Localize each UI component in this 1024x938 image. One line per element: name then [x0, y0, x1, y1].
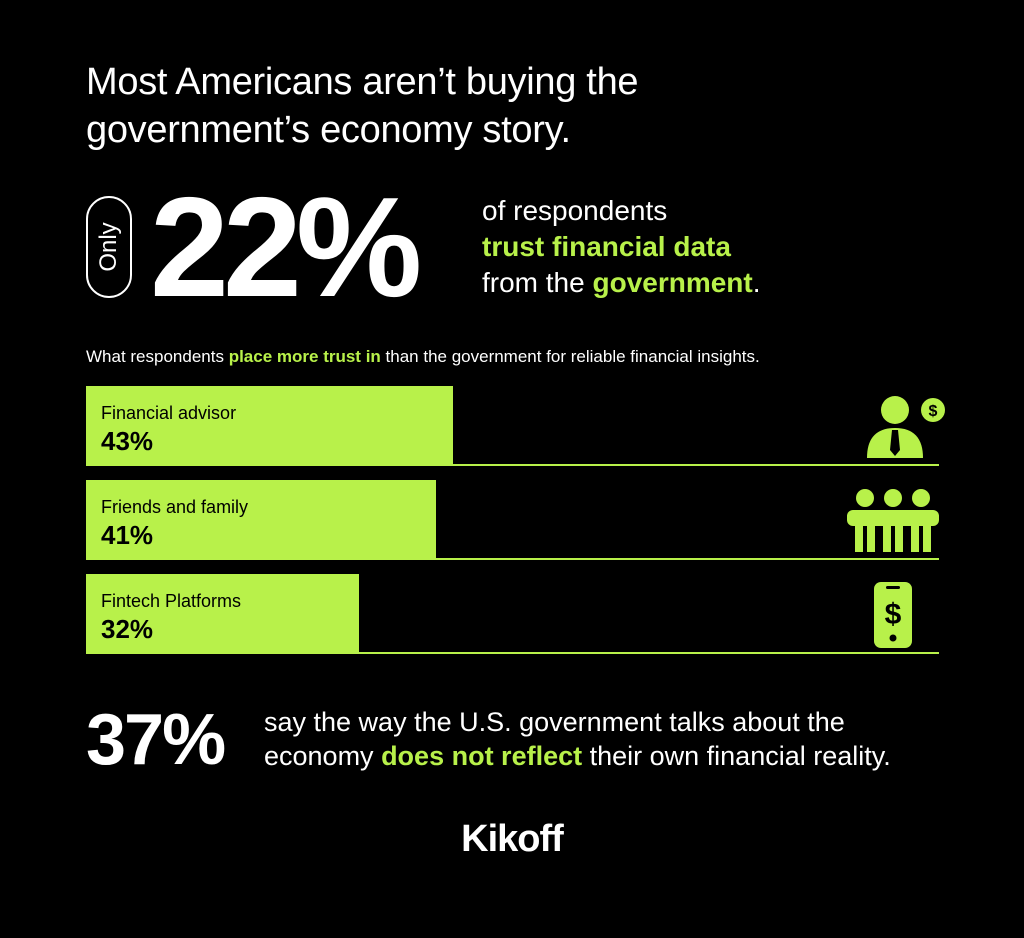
- bar-value-label: 43%: [101, 426, 154, 456]
- bar-value-label: 41%: [101, 520, 154, 550]
- bar-row: Fintech Platforms 32% $: [86, 574, 939, 654]
- chart-subtitle: What respondents place more trust in tha…: [86, 346, 760, 368]
- closing-description: say the way the U.S. government talks ab…: [264, 705, 944, 773]
- svg-text:$: $: [885, 598, 902, 631]
- bar-row: Financial advisor 43% $: [86, 386, 945, 466]
- bar-baseline: [86, 464, 939, 466]
- phone-dollar-icon: $: [862, 582, 922, 653]
- bar-category-label: Financial advisor: [101, 403, 237, 423]
- only-label: Only: [95, 222, 122, 272]
- bar-baseline: [86, 558, 939, 560]
- bar-category-label: Fintech Platforms: [101, 591, 242, 611]
- bar-baseline: [86, 652, 939, 654]
- bar-fill: [86, 480, 436, 560]
- headline-line-3: from the government.: [482, 265, 761, 301]
- people-group-icon: [843, 488, 943, 559]
- bar-category-label: Friends and family: [101, 497, 249, 517]
- closing-line-2-pre: economy: [264, 741, 382, 771]
- advisor-icon: $: [859, 394, 949, 465]
- closing-line-1: say the way the U.S. government talks ab…: [264, 707, 845, 737]
- bar-fill: [86, 574, 359, 654]
- headline-line-1: of respondents: [482, 195, 668, 226]
- headline-line-3-post: .: [752, 267, 761, 298]
- headline-line-2: trust financial data: [482, 231, 731, 262]
- subtitle-highlight: place more trust in: [228, 347, 381, 366]
- bar-row: Friends and family 41%: [86, 480, 939, 560]
- closing-line-2-post: their own financial reality.: [582, 741, 891, 771]
- title-line-2: government’s economy story.: [86, 109, 571, 151]
- bar-fill: [86, 386, 453, 466]
- headline-line-3-highlight: government: [592, 267, 753, 298]
- closing-percentage: 37%: [86, 700, 226, 780]
- brand-logo: Kikoff: [461, 818, 564, 860]
- closing-line-2-highlight: does not reflect: [381, 741, 583, 771]
- headline-percentage: 22%: [150, 168, 422, 327]
- only-pill: Only: [86, 196, 132, 298]
- subtitle-post: than the government for reliable financi…: [380, 347, 760, 366]
- page-title: Most Americans aren’t buying the governm…: [86, 58, 886, 154]
- subtitle-pre: What respondents: [86, 347, 229, 366]
- bar-value-label: 32%: [101, 614, 154, 644]
- title-line-1: Most Americans aren’t buying the: [86, 61, 639, 103]
- svg-text:$: $: [929, 403, 938, 420]
- closing-line-2: economy does not reflect their own finan…: [264, 739, 944, 773]
- headline-line-3-pre: from the: [482, 267, 593, 298]
- headline-description: of respondents trust financial data from…: [482, 193, 761, 301]
